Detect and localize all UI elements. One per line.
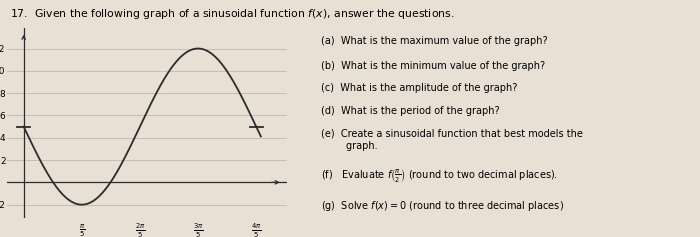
- Text: (d)  What is the period of the graph?: (d) What is the period of the graph?: [321, 106, 500, 116]
- Text: (e)  Create a sinusoidal function that best models the
        graph.: (e) Create a sinusoidal function that be…: [321, 129, 583, 150]
- Text: (c)  What is the amplitude of the graph?: (c) What is the amplitude of the graph?: [321, 83, 518, 93]
- Text: (a)  What is the maximum value of the graph?: (a) What is the maximum value of the gra…: [321, 36, 548, 46]
- Text: (f)   Evaluate $f\left(\frac{\pi}{2}\right)$ (round to two decimal places).: (f) Evaluate $f\left(\frac{\pi}{2}\right…: [321, 167, 559, 184]
- Text: (b)  What is the minimum value of the graph?: (b) What is the minimum value of the gra…: [321, 61, 545, 71]
- Text: 17.  Given the following graph of a sinusoidal function $f(x)$, answer the quest: 17. Given the following graph of a sinus…: [10, 7, 455, 21]
- Text: (g)  Solve $f(x) = 0$ (round to three decimal places): (g) Solve $f(x) = 0$ (round to three dec…: [321, 199, 564, 213]
